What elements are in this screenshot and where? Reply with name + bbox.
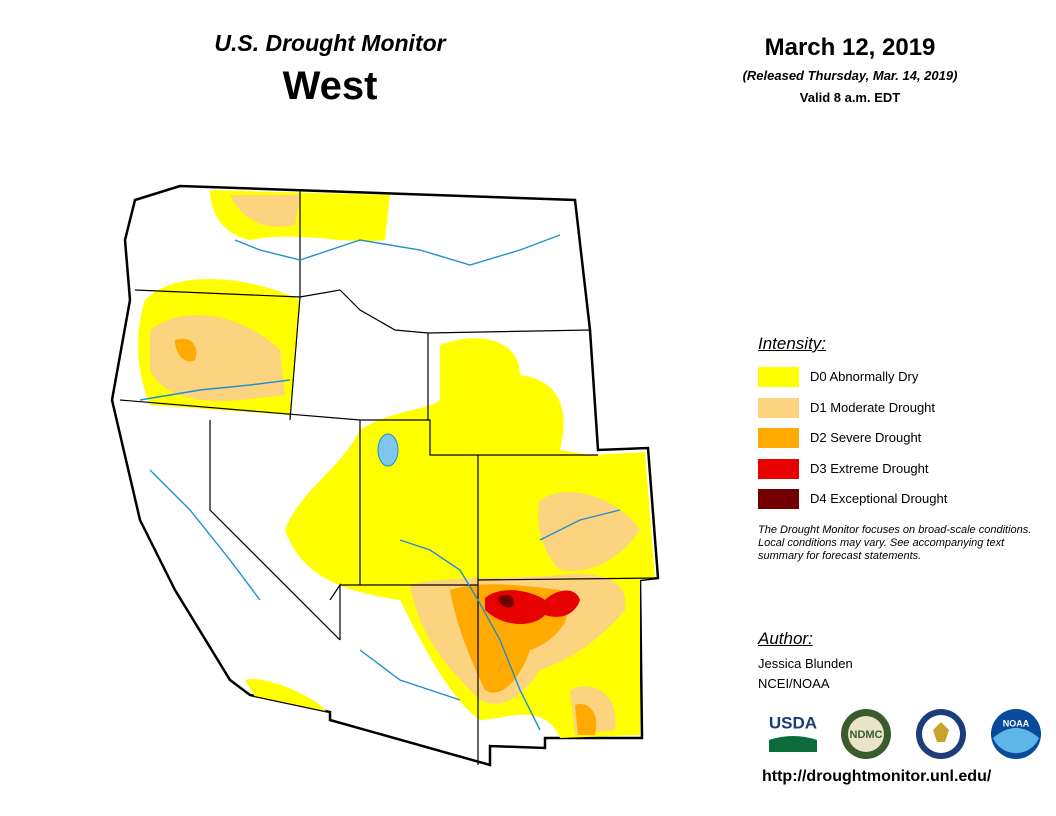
legend-item: D4 Exceptional Drought	[758, 489, 1038, 509]
note: The Drought Monitor focuses on broad-sca…	[758, 524, 1032, 562]
logo-text: USDA	[769, 713, 817, 732]
legend-label: D4 Exceptional Drought	[810, 491, 948, 506]
legend-item: D1 Moderate Drought	[758, 397, 1038, 418]
region: West	[282, 64, 378, 108]
d2-area	[175, 338, 197, 362]
logo-text: NDMC	[850, 729, 883, 741]
valid: Valid 8 a.m. EDT	[799, 90, 901, 105]
author-org: NCEI/NOAA	[758, 676, 830, 691]
date: March 12, 2019	[764, 34, 936, 61]
logo-text: NOAA	[1003, 718, 1030, 728]
legend-label: D3 Extreme Drought	[810, 460, 929, 476]
legend-swatch	[758, 489, 799, 509]
legend-item: D3 Extreme Drought	[758, 458, 1038, 479]
d0-area	[245, 679, 330, 715]
logo-usda: USDA	[769, 713, 817, 752]
d4-area	[498, 594, 515, 608]
drought-areas	[138, 190, 655, 738]
legend-label: D1 Moderate Drought	[810, 399, 936, 415]
legend-item: D2 Severe Drought	[758, 428, 1038, 448]
legend-swatch	[758, 458, 799, 479]
legend-swatch	[758, 397, 799, 418]
url[interactable]: http://droughtmonitor.unl.edu/	[762, 768, 992, 785]
logo-noaa: NOAA	[991, 709, 1041, 759]
author-title: Author:	[758, 629, 813, 648]
rivers	[139, 234, 621, 731]
logo-doc	[916, 709, 966, 759]
author-name: Jessica Blunden	[758, 656, 853, 671]
logo-ndmc: NDMC	[841, 709, 891, 759]
d1-area	[230, 195, 300, 227]
map	[110, 184, 660, 767]
d1-area	[150, 315, 285, 402]
legend-item: D0 Abnormally Dry	[758, 367, 1038, 387]
legend-swatch	[758, 367, 799, 387]
legend-label: D0 Abnormally Dry	[810, 369, 919, 384]
released: (Released Thursday, Mar. 14, 2019)	[742, 68, 958, 83]
state-borders	[119, 190, 659, 765]
legend-swatch	[758, 428, 799, 448]
legend-title: Intensity:	[758, 334, 827, 353]
d2-area	[575, 704, 597, 735]
legend-label: D2 Severe Drought	[810, 430, 922, 445]
title: U.S. Drought Monitor	[214, 30, 446, 56]
